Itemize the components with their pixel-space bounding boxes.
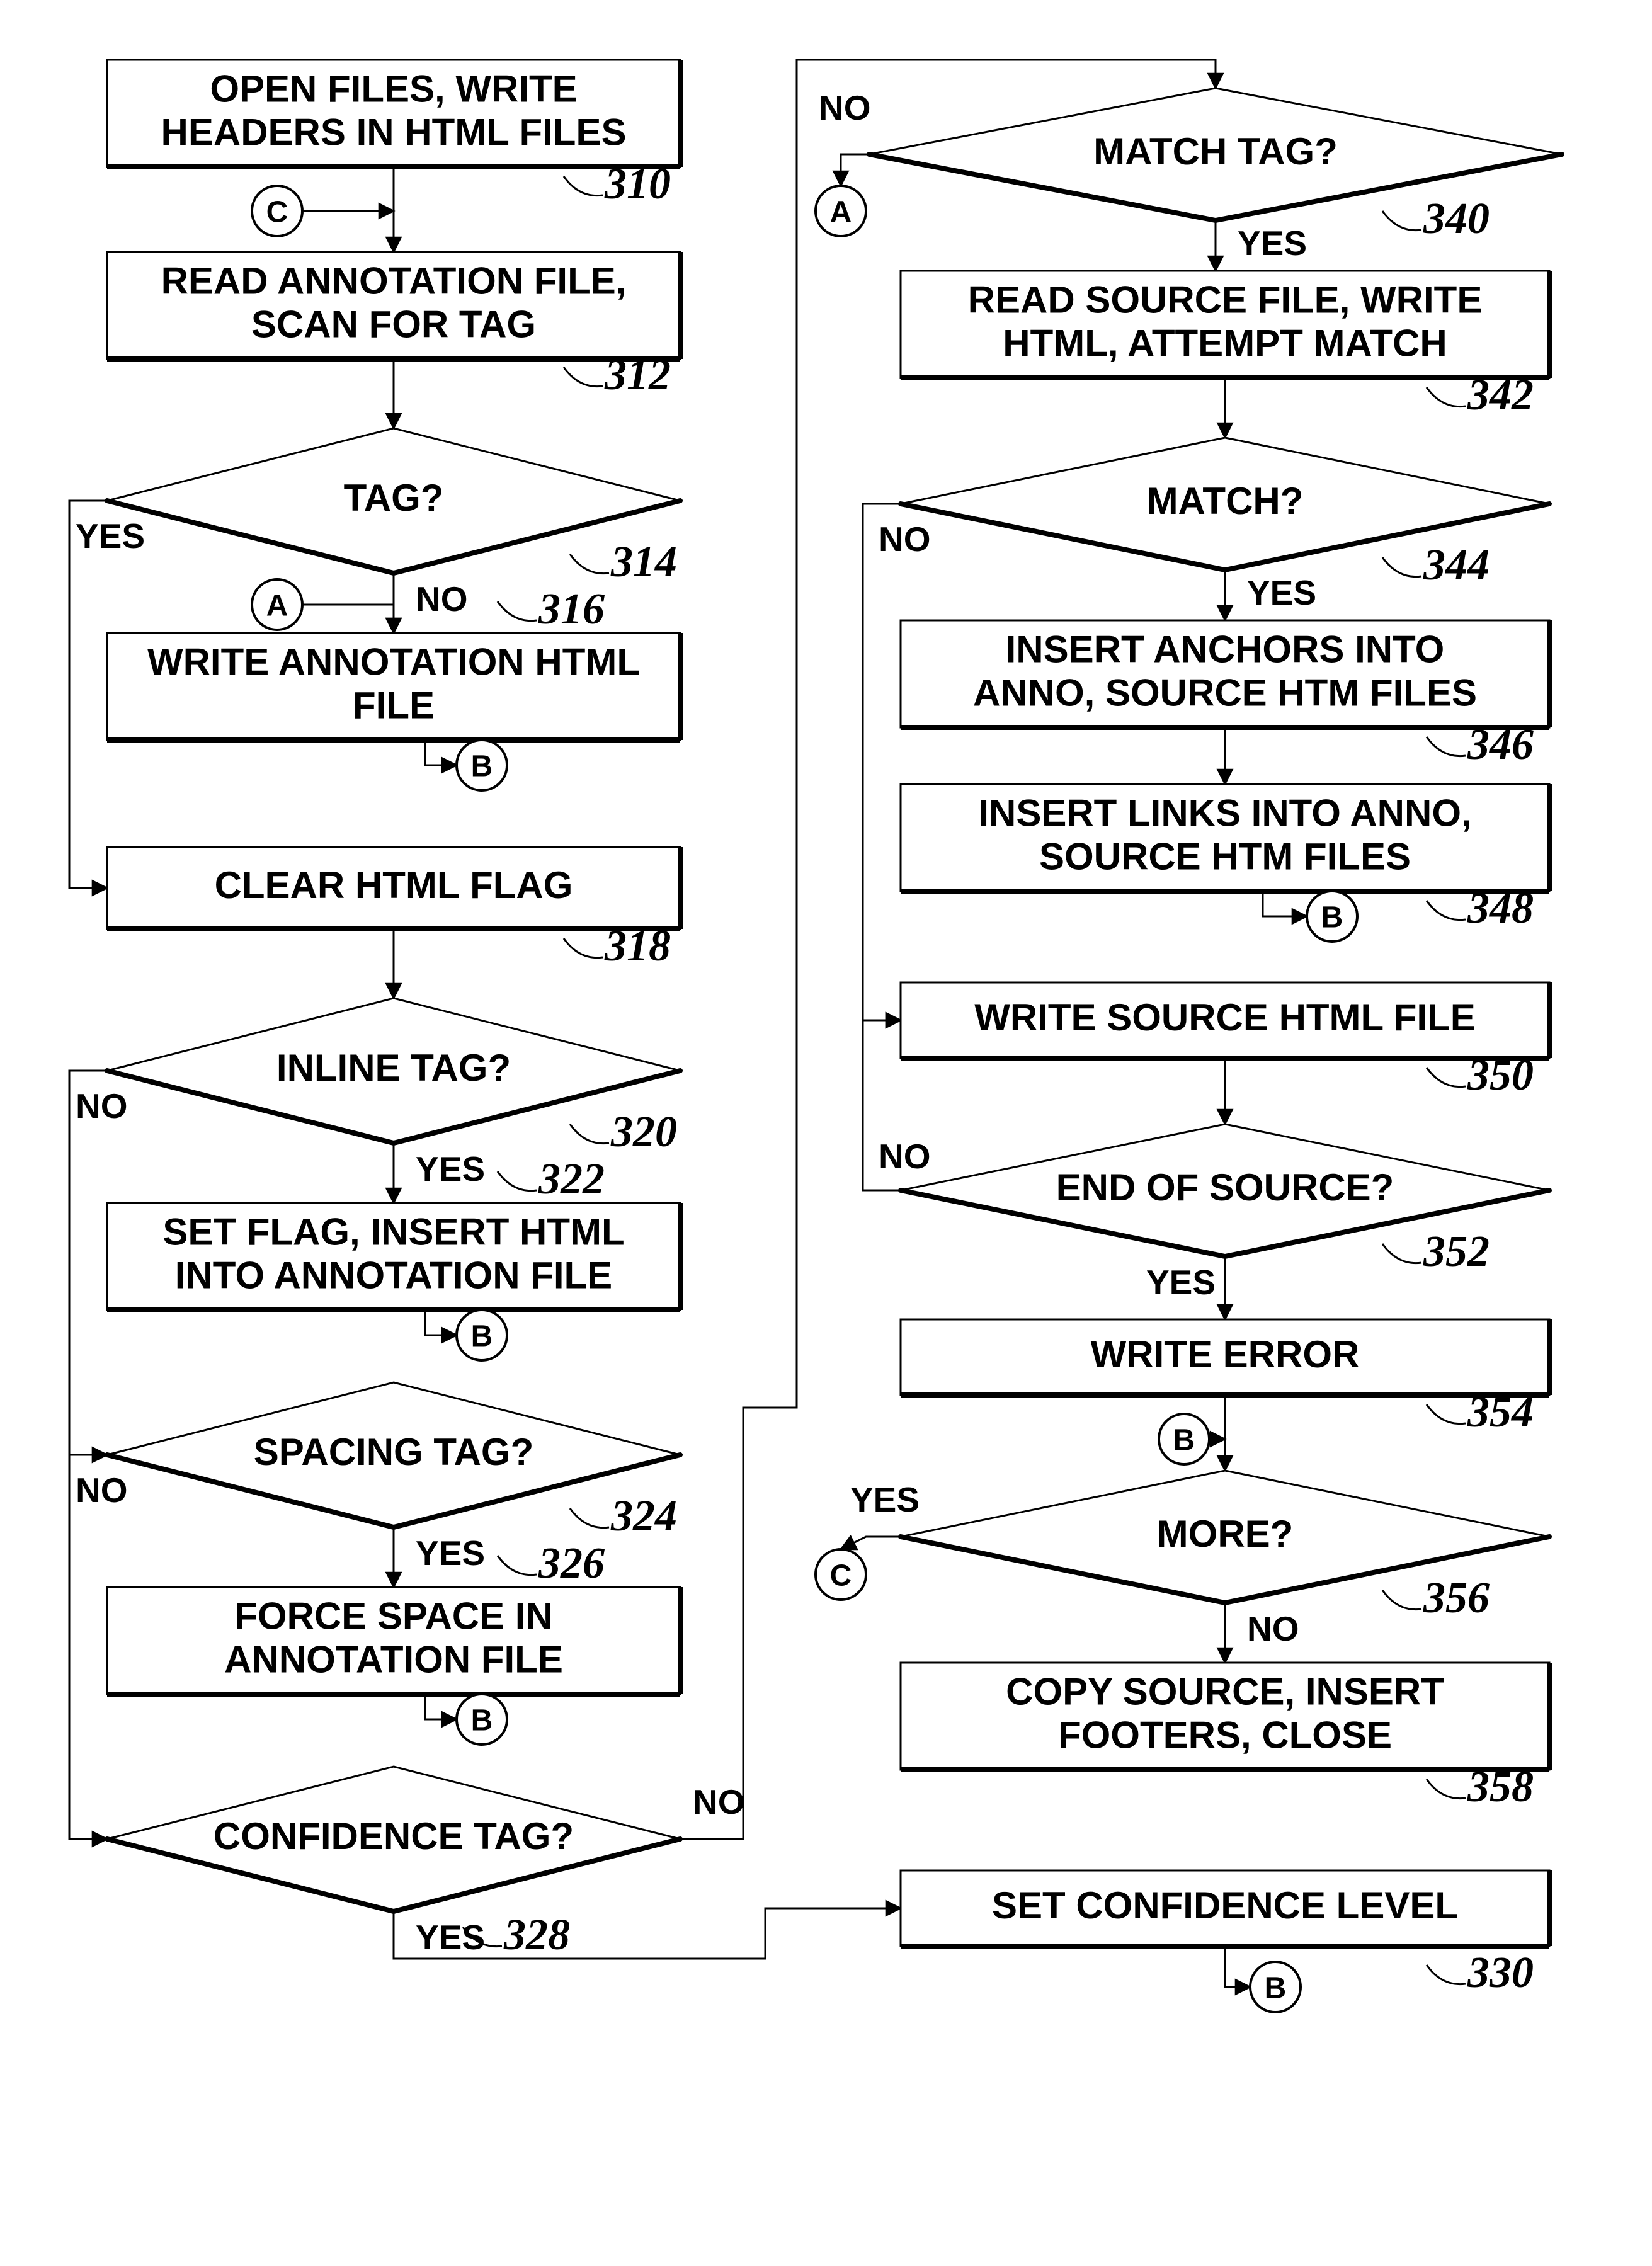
svg-text:350: 350	[1467, 1051, 1534, 1100]
connector-cA1: A	[252, 579, 302, 630]
svg-text:B: B	[1173, 1424, 1195, 1457]
node-text: INLINE TAG?	[276, 1047, 511, 1089]
connector-cC2: C	[816, 1549, 866, 1600]
node-text: SOURCE HTM FILES	[1039, 835, 1411, 877]
edge-label-14: YES	[850, 1480, 920, 1519]
svg-text:318: 318	[604, 922, 671, 971]
node-text: SPACING TAG?	[254, 1431, 533, 1473]
svg-text:344: 344	[1423, 541, 1490, 589]
node-text: COPY SOURCE, INSERT	[1006, 1670, 1444, 1712]
flowchart-container: OPEN FILES, WRITEHEADERS IN HTML FILES 31…	[0, 0, 1652, 2266]
flowchart-svg: OPEN FILES, WRITEHEADERS IN HTML FILES 31…	[0, 0, 1652, 2266]
connector-cC1: C	[252, 186, 302, 236]
connector-cB1: B	[457, 740, 507, 790]
connector-cB3: B	[457, 1694, 507, 1745]
svg-text:C: C	[830, 1559, 852, 1593]
edge-label-15: NO	[1247, 1609, 1299, 1648]
svg-text:358: 358	[1467, 1763, 1534, 1811]
edge-label-11: YES	[1247, 573, 1316, 612]
edge-label-3: YES	[416, 1149, 485, 1188]
edge-label-8: NO	[819, 88, 871, 127]
svg-text:B: B	[471, 1704, 493, 1738]
svg-text:320: 320	[610, 1108, 677, 1156]
svg-text:B: B	[1265, 1972, 1287, 2005]
node-text: CLEAR HTML FLAG	[215, 864, 573, 906]
edge-label-6: NO	[693, 1782, 745, 1821]
node-text: MATCH TAG?	[1093, 130, 1338, 173]
svg-text:312: 312	[604, 351, 671, 399]
edge-label-5: YES	[416, 1534, 485, 1573]
node-text: TAG?	[344, 477, 444, 519]
svg-text:C: C	[266, 196, 288, 229]
svg-text:328: 328	[503, 1911, 570, 1959]
svg-text:346: 346	[1467, 720, 1534, 769]
connector-cB4: B	[1307, 891, 1357, 942]
connector-cA2: A	[816, 186, 866, 236]
node-text: WRITE SOURCE HTML FILE	[974, 996, 1476, 1039]
node-text: SET CONFIDENCE LEVEL	[992, 1884, 1458, 1927]
edge-label-7: YES	[416, 1918, 485, 1957]
edge-label-12: NO	[879, 1137, 931, 1176]
svg-text:342: 342	[1467, 371, 1534, 419]
node-text: FILE	[353, 684, 435, 726]
svg-text:324: 324	[610, 1492, 677, 1540]
edge-label-13: YES	[1146, 1263, 1216, 1302]
edge-label-10: NO	[879, 520, 931, 559]
node-text: CONFIDENCE TAG?	[214, 1815, 574, 1857]
edge-label-2: NO	[76, 1086, 128, 1125]
edge-label-4: NO	[76, 1471, 128, 1510]
svg-text:314: 314	[610, 538, 677, 586]
svg-text:A: A	[830, 196, 852, 229]
svg-text:348: 348	[1467, 884, 1534, 933]
node-text: INSERT ANCHORS INTO	[1006, 628, 1445, 670]
node-text: END OF SOURCE?	[1056, 1166, 1394, 1209]
edge-label-1: NO	[416, 579, 468, 618]
node-text: FOOTERS, CLOSE	[1058, 1714, 1392, 1756]
connector-cB5: B	[1159, 1414, 1209, 1464]
edge-label-9: YES	[1238, 224, 1307, 263]
node-text: ANNO, SOURCE HTM FILES	[973, 671, 1477, 714]
node-text: INTO ANNOTATION FILE	[175, 1254, 612, 1296]
svg-text:340: 340	[1423, 195, 1490, 243]
node-text: READ SOURCE FILE, WRITE	[968, 278, 1483, 321]
node-text: MORE?	[1157, 1513, 1294, 1555]
connector-cB2: B	[457, 1310, 507, 1360]
svg-text:326: 326	[538, 1539, 605, 1588]
node-text: WRITE ERROR	[1091, 1333, 1360, 1375]
svg-text:B: B	[1321, 901, 1343, 935]
svg-text:310: 310	[604, 160, 671, 208]
node-text: SCAN FOR TAG	[251, 303, 536, 345]
node-text: HEADERS IN HTML FILES	[161, 111, 627, 153]
node-text: OPEN FILES, WRITE	[210, 67, 577, 110]
svg-text:352: 352	[1423, 1227, 1490, 1276]
svg-text:356: 356	[1423, 1574, 1490, 1622]
svg-text:322: 322	[538, 1155, 605, 1204]
node-text: HTML, ATTEMPT MATCH	[1003, 322, 1447, 364]
svg-text:330: 330	[1467, 1949, 1534, 1997]
node-text: READ ANNOTATION FILE,	[161, 259, 627, 302]
svg-text:354: 354	[1467, 1388, 1534, 1437]
node-text: FORCE SPACE IN	[234, 1595, 553, 1637]
connector-cB6: B	[1250, 1962, 1301, 2012]
node-text: SET FLAG, INSERT HTML	[162, 1210, 624, 1253]
node-text: WRITE ANNOTATION HTML	[147, 641, 640, 683]
node-text: INSERT LINKS INTO ANNO,	[978, 792, 1471, 834]
svg-text:A: A	[266, 589, 288, 623]
node-text: MATCH?	[1147, 480, 1304, 522]
svg-text:B: B	[471, 1320, 493, 1353]
node-text: ANNOTATION FILE	[224, 1638, 563, 1680]
svg-text:316: 316	[538, 585, 605, 634]
edge-label-0: YES	[76, 516, 145, 555]
svg-text:B: B	[471, 750, 493, 783]
